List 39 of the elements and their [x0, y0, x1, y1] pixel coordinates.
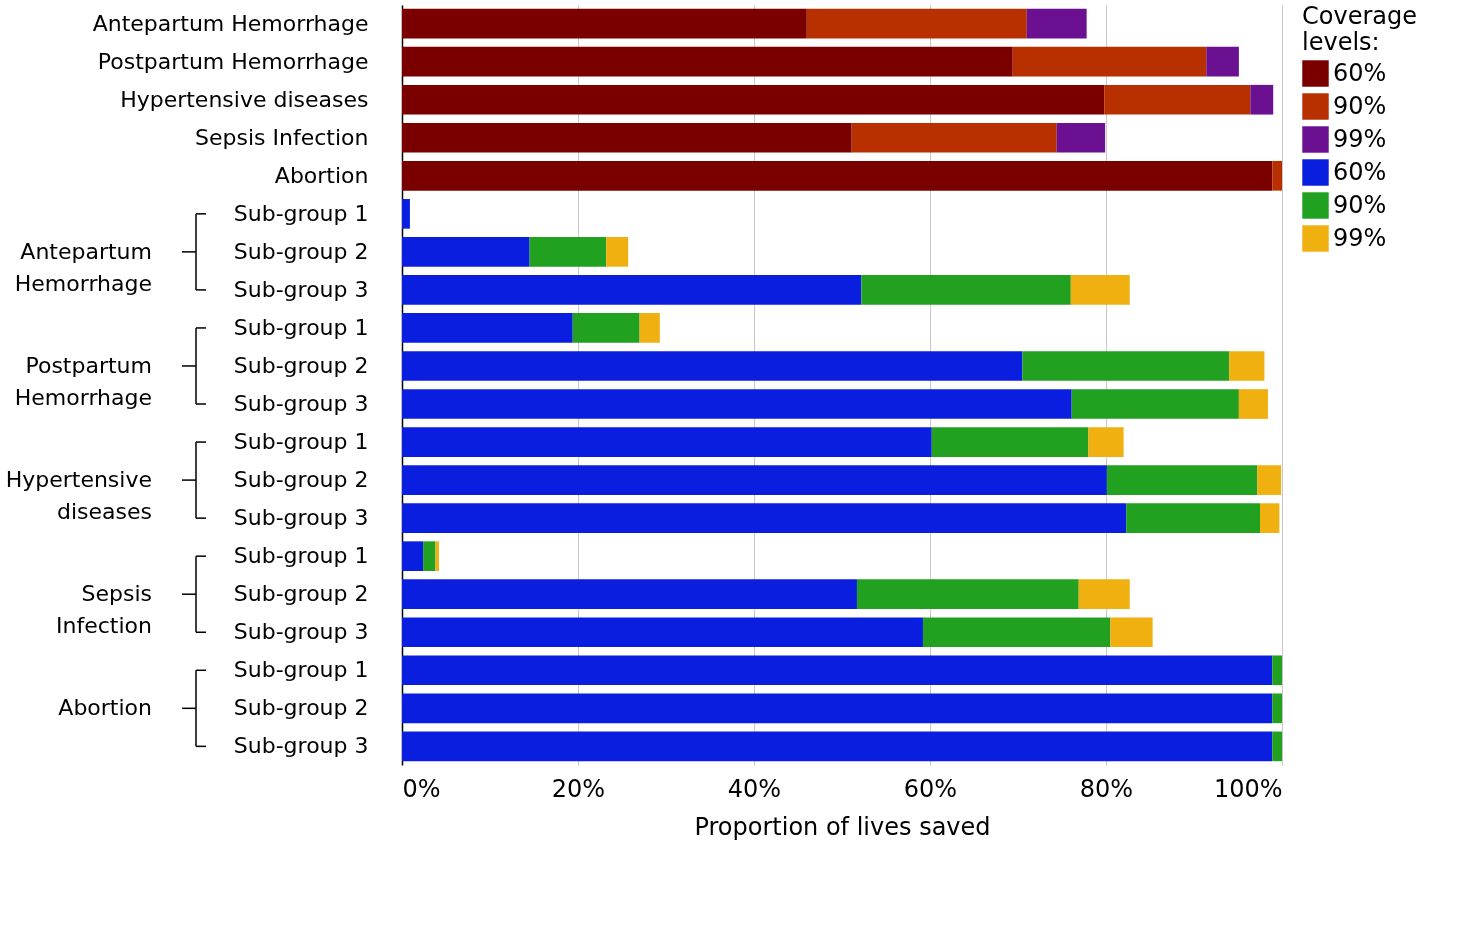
y-tick-label: Sub-group 3: [233, 276, 369, 302]
x-axis-title: Proportion of lives saved: [694, 812, 991, 841]
y-tick-label: Sub-group 2: [233, 467, 369, 493]
y-tick-label: Sub-group 1: [233, 543, 369, 569]
y-tick-label: Sub-group 2: [233, 581, 369, 607]
legend-label: 90%: [1333, 91, 1387, 120]
y-tick-label: Sub-group 1: [233, 657, 369, 683]
y-tick-label: Sub-group 3: [233, 619, 369, 645]
x-tick-label: 20%: [551, 774, 606, 803]
x-tick-label: 80%: [1079, 774, 1134, 803]
text: Hypertensive diseases: [5, 467, 152, 525]
y-tick-label: Antepartum Hemorrhage: [92, 10, 369, 36]
x-tick-label: 40%: [727, 774, 782, 803]
x-tick-label: 0%: [402, 774, 441, 803]
legend-title: Coverage levels:: [1302, 2, 1417, 56]
x-tick-label: 100%: [1213, 774, 1283, 803]
text: Postpartum Hemorrhage: [14, 352, 152, 410]
y-tick-label: Sub-group 2: [233, 238, 369, 264]
text: Sepsis Infection: [56, 581, 152, 639]
y-tick-label: Sub-group 3: [233, 505, 369, 531]
y-tick-label: Sub-group 3: [233, 733, 369, 759]
y-tick-label: Abortion: [274, 162, 369, 188]
y-tick-label: Sub-group 2: [233, 695, 369, 721]
text: Antepartum Hemorrhage: [14, 238, 152, 296]
y-tick-label: Sub-group 1: [233, 314, 369, 340]
legend-label: 60%: [1333, 157, 1387, 186]
y-tick-label: Sub-group 2: [233, 352, 369, 378]
y-tick-label: Sub-group 1: [233, 200, 369, 226]
y-tick-label: Hypertensive diseases: [120, 86, 369, 112]
x-tick-label: 60%: [903, 774, 958, 803]
legend-label: 90%: [1333, 190, 1387, 219]
y-tick-label: Postpartum Hemorrhage: [97, 48, 369, 74]
legend-label: 60%: [1333, 58, 1387, 87]
legend-label: 99%: [1333, 124, 1387, 153]
y-tick-label: Sub-group 3: [233, 391, 369, 417]
y-tick-label: Sub-group 1: [233, 429, 369, 455]
legend-label: 99%: [1333, 223, 1387, 252]
text: Abortion: [58, 695, 152, 721]
y-tick-label: Sepsis Infection: [195, 124, 369, 150]
